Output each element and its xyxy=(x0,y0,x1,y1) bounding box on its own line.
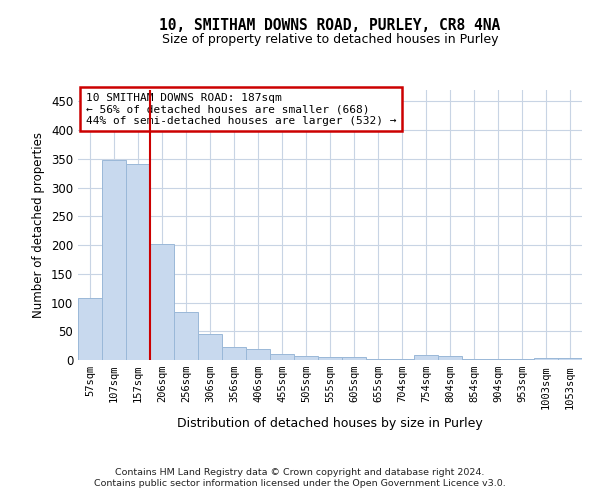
Text: Size of property relative to detached houses in Purley: Size of property relative to detached ho… xyxy=(162,32,498,46)
Y-axis label: Number of detached properties: Number of detached properties xyxy=(32,132,46,318)
Bar xyxy=(174,312,198,360)
Text: 10, SMITHAM DOWNS ROAD, PURLEY, CR8 4NA: 10, SMITHAM DOWNS ROAD, PURLEY, CR8 4NA xyxy=(160,18,500,32)
Bar xyxy=(558,358,582,360)
Bar xyxy=(414,356,438,360)
Bar xyxy=(198,334,222,360)
Text: 10 SMITHAM DOWNS ROAD: 187sqm
← 56% of detached houses are smaller (668)
44% of : 10 SMITHAM DOWNS ROAD: 187sqm ← 56% of d… xyxy=(86,92,396,126)
Bar xyxy=(222,348,246,360)
Bar xyxy=(102,160,126,360)
Bar xyxy=(438,356,462,360)
Bar xyxy=(126,164,150,360)
Bar xyxy=(150,244,174,360)
Bar xyxy=(294,356,318,360)
Bar xyxy=(78,298,102,360)
Bar xyxy=(270,354,294,360)
Text: Contains HM Land Registry data © Crown copyright and database right 2024.
Contai: Contains HM Land Registry data © Crown c… xyxy=(94,468,506,487)
X-axis label: Distribution of detached houses by size in Purley: Distribution of detached houses by size … xyxy=(177,417,483,430)
Bar xyxy=(318,356,342,360)
Bar xyxy=(246,348,270,360)
Bar xyxy=(342,356,366,360)
Bar xyxy=(534,358,558,360)
